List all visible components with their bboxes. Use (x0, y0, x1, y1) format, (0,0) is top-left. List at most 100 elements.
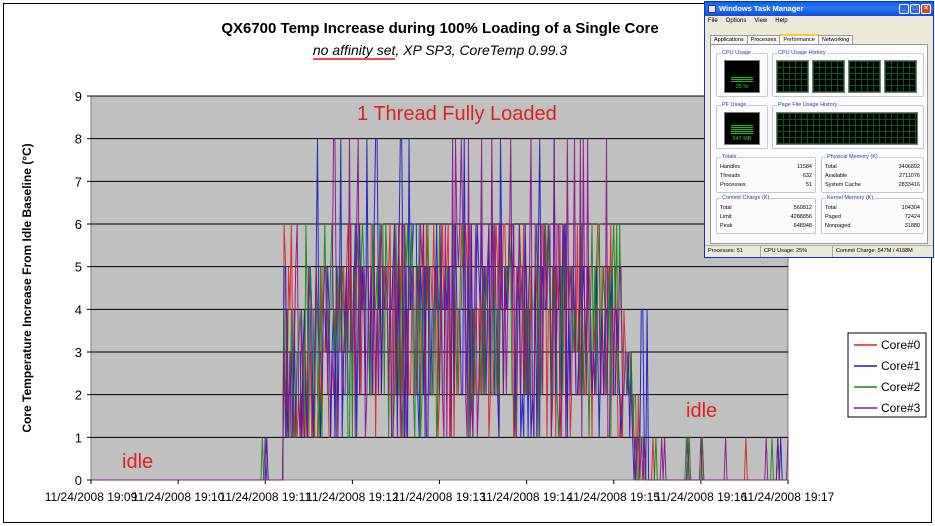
x-tick-label: 11/24/2008 19:17 (742, 490, 835, 504)
stat-value: 51 (805, 182, 812, 188)
commit-charge-group: Commit Charge (K) Total 560812 Limit 42888… (716, 195, 816, 234)
stat-row: Total 3406892 (825, 164, 920, 170)
annotation-idle-end: idle (686, 400, 718, 422)
menu-bar: File Options View Help (705, 16, 933, 26)
stat-value: 3406892 (898, 164, 920, 170)
cpu-history-label: CPU Usage History (777, 50, 827, 56)
stat-value: 4288856 (790, 214, 812, 220)
y-tick-label: 3 (75, 345, 82, 360)
task-manager-title: Windows Task Manager (719, 4, 804, 13)
commit-charge-label: Commit Charge (K) (721, 195, 771, 201)
x-tick-label: 11/24/2008 19:15 (567, 490, 660, 504)
physical-memory-label: Physical Memory (K) (826, 154, 879, 160)
pf-usage-meter: 547 MB (724, 112, 760, 145)
stat-row: System Cache 2833416 (825, 182, 920, 188)
totals-group: Totals Handles 11584 Threads 632 Processes… (716, 154, 816, 193)
series-line-core3 (91, 138, 789, 481)
subtitle-underlined: no affinity set (312, 42, 396, 60)
y-tick-label: 1 (75, 430, 82, 445)
menu-options[interactable]: Options (725, 18, 747, 24)
cpu-usage-value: 25 % (735, 84, 749, 90)
status-processes: Processes: 51 (705, 246, 761, 257)
stat-value: 632 (802, 173, 812, 179)
stat-name: Paged (825, 214, 841, 220)
stat-value: 2833416 (898, 182, 920, 188)
stat-name: Total (720, 205, 732, 211)
stat-name: Limit (720, 214, 732, 220)
cpu-history-group: CPU Usage History (772, 50, 924, 97)
stat-row: Threads 632 (720, 173, 812, 179)
annotation-loaded: 1 Thread Fully Loaded (357, 103, 557, 125)
task-manager-titlebar[interactable]: Windows Task Manager _ □ × (705, 2, 933, 16)
stat-row: Nonpaged 31880 (825, 223, 920, 229)
stat-name: Processes (720, 182, 746, 188)
stat-row: Peak 648948 (720, 223, 812, 229)
status-cpu: CPU Usage: 25% (761, 246, 833, 257)
stat-row: Limit 4288856 (720, 214, 812, 220)
y-tick-label: 5 (75, 260, 82, 275)
app-icon (708, 5, 716, 13)
stat-value: 31880 (904, 223, 920, 229)
pf-usage-group: PF Usage 547 MB (716, 102, 768, 149)
physical-memory-group: Physical Memory (K) Total 3406892 Availab… (821, 154, 924, 193)
y-tick-label: 8 (75, 132, 82, 147)
status-bar: Processes: 51 CPU Usage: 25% Commit Char… (705, 245, 933, 257)
stat-row: Available 2711076 (825, 173, 920, 179)
x-tick-label: 11/24/2008 19:13 (393, 490, 486, 504)
cpu-history-graph-3 (848, 60, 881, 93)
menu-view[interactable]: View (754, 18, 768, 24)
stat-value: 72424 (904, 214, 920, 220)
cpu-usage-bar (731, 77, 753, 83)
chart-title: QX6700 Temp Increase during 100% Loading… (221, 20, 659, 37)
task-manager-window[interactable]: Windows Task Manager _ □ × File Options … (704, 1, 934, 258)
legend-label: Core#2 (881, 380, 921, 394)
x-tick-label: 11/24/2008 19:14 (480, 490, 573, 504)
stat-value: 648948 (793, 223, 812, 229)
pf-usage-value: 547 MB (732, 136, 752, 142)
stat-value: 560812 (793, 205, 812, 211)
x-tick-label: 11/24/2008 19:09 (45, 490, 138, 504)
cpu-usage-meter: 25 % (724, 60, 760, 93)
stat-row: Total 560812 (720, 205, 812, 211)
stat-name: Nonpaged (825, 223, 851, 229)
legend-label: Core#0 (881, 338, 921, 352)
stat-name: Peak (720, 223, 733, 229)
kernel-memory-label: Kernel Memory (K) (826, 195, 875, 201)
minimize-icon[interactable]: _ (899, 4, 909, 14)
cpu-usage-group: CPU Usage 25 % (716, 50, 768, 97)
plot-area (90, 95, 789, 481)
y-tick-label: 0 (75, 473, 82, 488)
totals-label: Totals (721, 154, 738, 160)
menu-file[interactable]: File (708, 18, 718, 24)
stat-row: Total 104304 (825, 205, 920, 211)
stat-name: System Cache (825, 182, 861, 188)
stat-name: Total (825, 205, 837, 211)
y-tick-label: 4 (75, 302, 82, 317)
stat-value: 11584 (797, 164, 812, 170)
legend-label: Core#1 (881, 359, 921, 373)
legend-box (847, 332, 927, 418)
y-tick-label: 2 (75, 388, 82, 403)
tab-networking[interactable]: Networking (817, 35, 854, 45)
maximize-icon[interactable]: □ (910, 4, 920, 14)
pf-history-label: Page File Usage History (777, 102, 839, 108)
stat-name: Threads (720, 173, 741, 179)
cpu-history-graph-4 (884, 60, 917, 93)
pf-history-group: Page File Usage History (772, 102, 924, 149)
menu-help[interactable]: Help (775, 18, 788, 24)
cpu-usage-label: CPU Usage (721, 50, 753, 56)
x-tick-label: 11/24/2008 19:16 (655, 490, 748, 504)
cpu-history-graph-2 (812, 60, 845, 93)
legend-label: Core#3 (881, 401, 921, 415)
y-axis-label: Core Temperature Increase From Idle Base… (20, 143, 34, 432)
stat-value: 104304 (901, 205, 920, 211)
pf-usage-label: PF Usage (721, 102, 748, 108)
kernel-memory-group: Kernel Memory (K) Total 104304 Paged 72424… (821, 195, 924, 234)
stat-row: Processes 51 (720, 182, 812, 188)
x-tick-label: 11/24/2008 19:12 (306, 490, 399, 504)
tab-strip: Applications Processes Performance Netwo… (710, 34, 854, 46)
close-icon[interactable]: × (921, 4, 931, 14)
y-tick-label: 6 (75, 217, 82, 232)
cpu-history-graph-1 (776, 60, 809, 93)
